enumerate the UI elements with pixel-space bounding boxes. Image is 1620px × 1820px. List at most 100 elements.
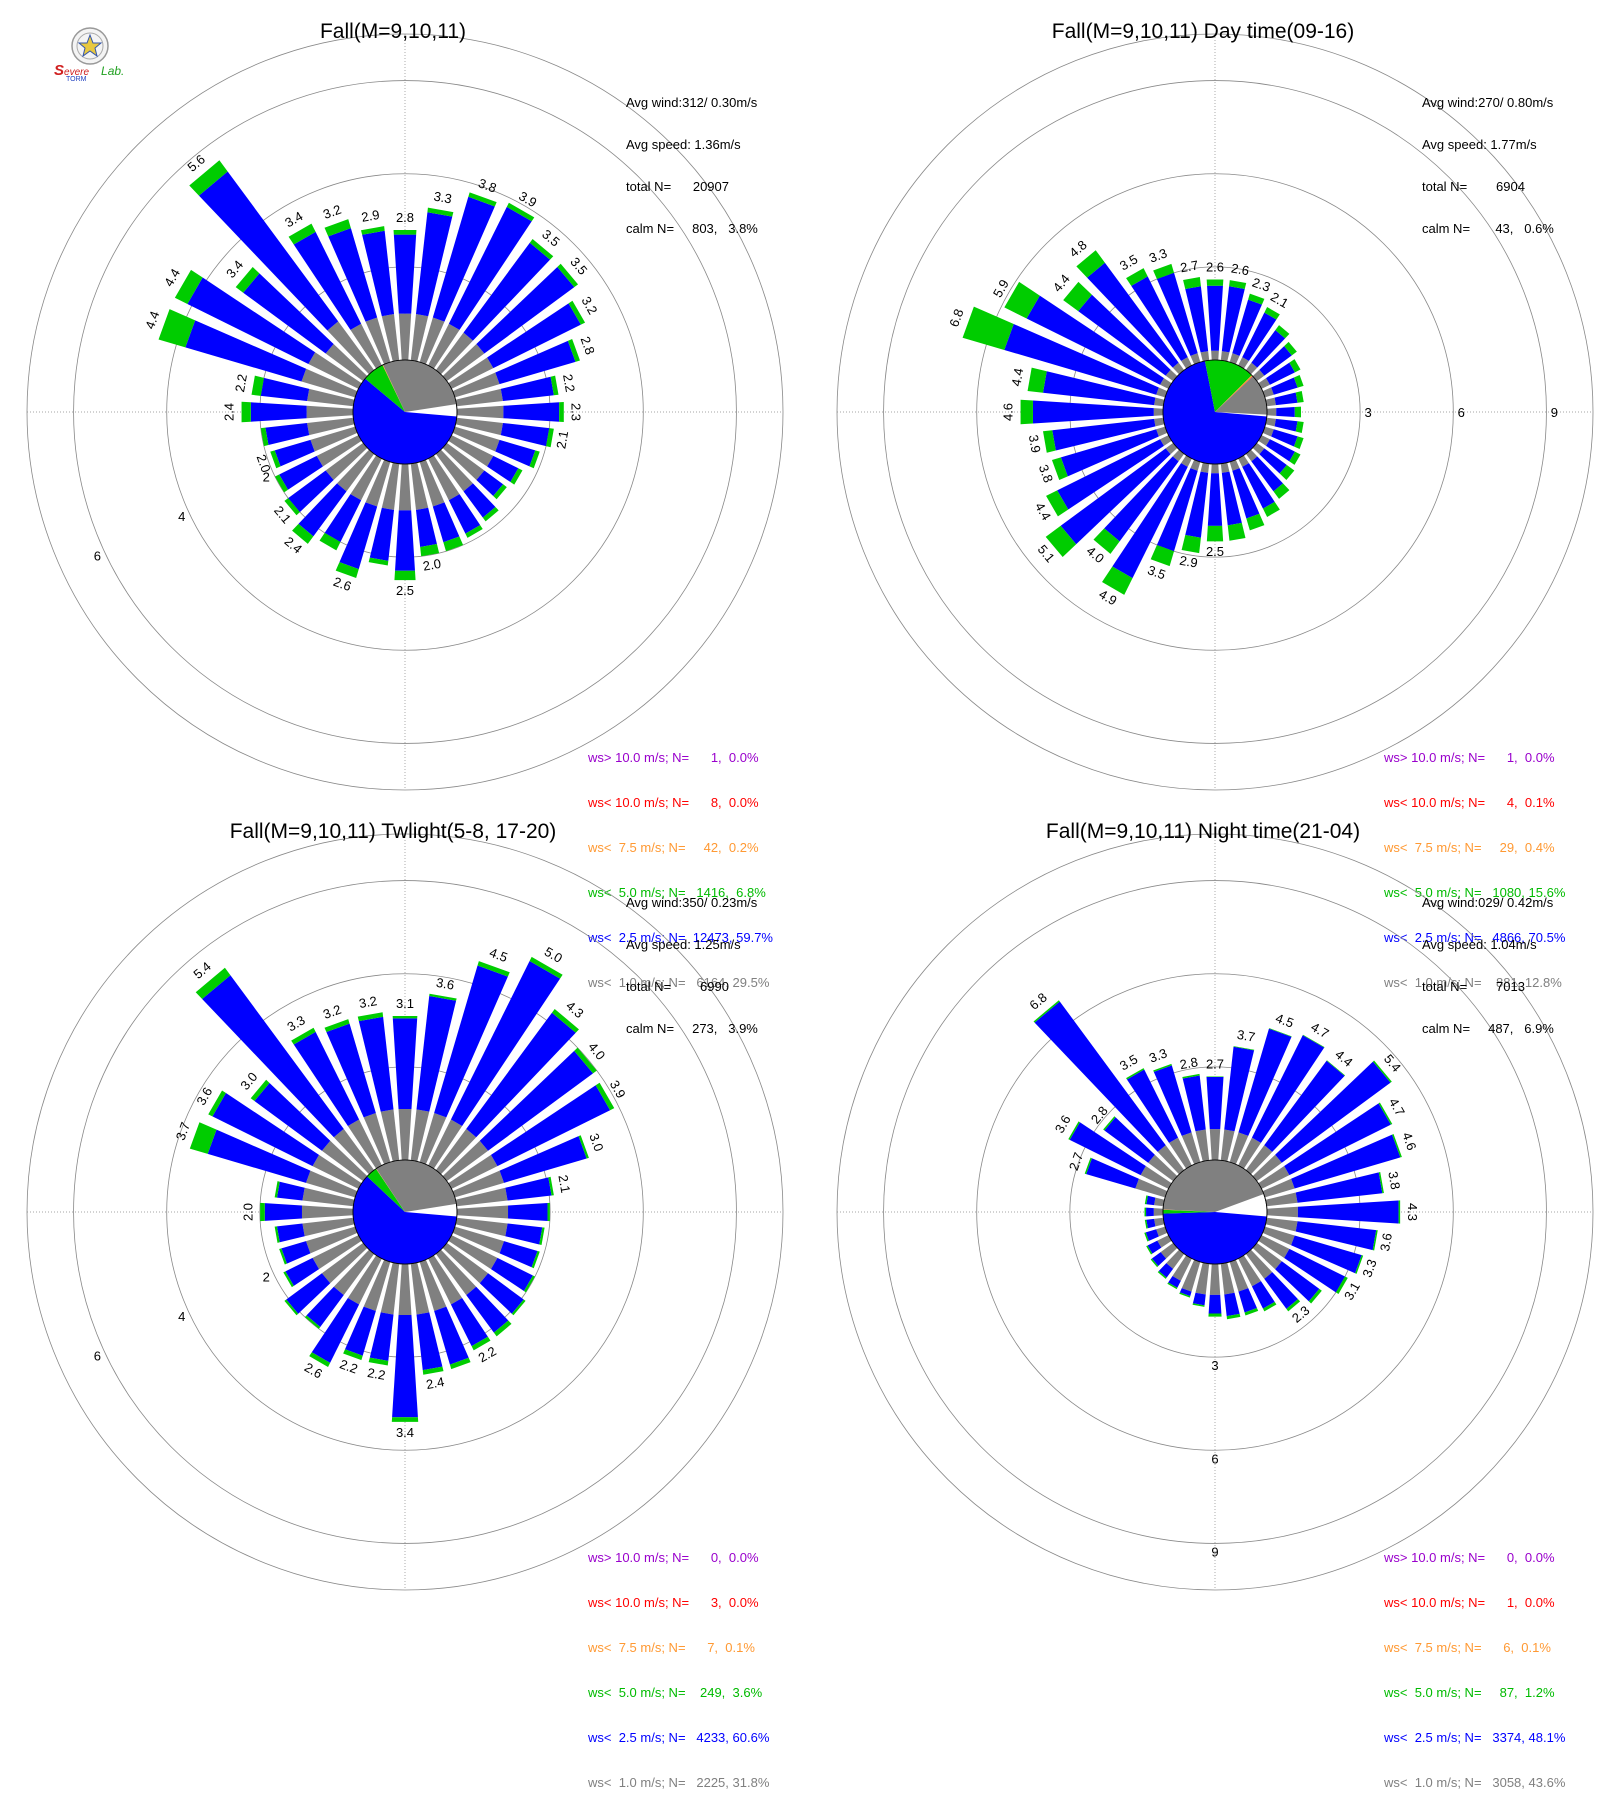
bar-lt2_5-segment xyxy=(1207,473,1223,526)
bar-total-label: 3.7 xyxy=(173,1120,193,1142)
bar-calm-segment xyxy=(435,1128,477,1175)
wind-rose-chart-twilight: 2 4 6 3.1 3.6 4.5 5.0 4.3 4.0 3.9 3.0 2.1 2.2 2.4 3.4 2… xyxy=(26,833,784,1591)
bar-lt5-segment xyxy=(1262,501,1280,517)
stats-avg-wind: Avg wind:029/ 0.42m/s xyxy=(1422,895,1554,910)
bar-calm-segment xyxy=(442,1242,489,1284)
bar-lt5-segment xyxy=(1042,430,1056,453)
bar-lt5-segment xyxy=(531,1251,540,1269)
bar-lt2_5-segment xyxy=(1251,456,1283,492)
bar-total-label: 2.0 xyxy=(254,452,274,474)
bar-total-label: 3.0 xyxy=(237,1069,260,1092)
bar-lt5-segment xyxy=(1355,1255,1364,1274)
center-pie-slice-lt5 xyxy=(1163,1209,1215,1214)
bar-lt2_5-segment xyxy=(1284,1248,1346,1293)
bar-lt5-segment xyxy=(260,1202,265,1222)
bar-total-label: 3.3 xyxy=(433,189,453,207)
bar-lt5-segment xyxy=(1157,1271,1167,1279)
bar-calm-segment xyxy=(365,459,391,507)
bar-lt2_5-segment xyxy=(1131,276,1188,361)
bar-lt5-segment xyxy=(1229,280,1247,290)
bar-total-label: 4.7 xyxy=(1386,1095,1408,1118)
bar-lt2_5-segment xyxy=(1168,1276,1181,1288)
bar-lt5-segment xyxy=(1294,406,1301,418)
bar-lt5-segment xyxy=(1150,1258,1159,1268)
bar-calm-segment xyxy=(1165,442,1178,455)
bar-lt5-segment xyxy=(568,300,586,325)
bar-lt5-segment xyxy=(574,1047,597,1074)
bar-calm-segment xyxy=(325,344,368,382)
bar-lt5-segment xyxy=(1181,534,1201,554)
bar-lt5-segment xyxy=(1264,307,1280,320)
bar-calm-segment xyxy=(321,1140,368,1182)
bar-calm-segment xyxy=(442,442,485,480)
bar-calm-segment xyxy=(419,317,445,365)
wind-rose-panel-night: 3 6 9 2.7 3.7 4.5 4.7 4.4 5.4 4.7 4.6 3.8 4.3 3.6 3.3 3… xyxy=(810,800,1620,1790)
legend-lt7_5: ws< 7.5 m/s; N= 6, 0.1% xyxy=(1384,1640,1551,1655)
bar-calm-segment xyxy=(1220,462,1230,473)
bar-lt5-segment xyxy=(1126,268,1148,286)
wind-rose-panel-all: 2 4 6 2.8 3.3 3.8 3.9 3.5 3.5 3.2 2.8 2.2 2.3 2.1 2.0 2… xyxy=(0,0,810,990)
bar-lt2_5-segment xyxy=(1182,1075,1206,1132)
bar-total-label: 4.7 xyxy=(1308,1019,1331,1041)
bar-lt5-segment xyxy=(1192,1303,1205,1307)
bar-calm-segment xyxy=(1181,1259,1201,1292)
bar-calm-segment xyxy=(350,323,382,369)
bar-total-label: 2.5 xyxy=(1206,544,1224,559)
bar-calm-segment xyxy=(1181,357,1192,369)
bar-total-label: 5.9 xyxy=(990,277,1012,300)
bar-lt5-segment xyxy=(208,1090,226,1117)
bar-lt2_5-segment xyxy=(369,507,395,561)
bar-calm-segment xyxy=(302,1217,355,1237)
legend-lt10: ws< 10.0 m/s; N= 4, 0.1% xyxy=(1384,795,1555,810)
bar-calm-segment xyxy=(1200,351,1210,362)
bar-lt2_5-segment xyxy=(1156,272,1198,356)
bar-total-label: 4.4 xyxy=(142,309,162,331)
bar-lt5-segment xyxy=(309,1352,331,1368)
bar-calm-segment xyxy=(1265,417,1276,427)
bar-lt2_5-segment xyxy=(416,1312,443,1371)
bar-lt5-segment xyxy=(288,223,316,245)
bar-lt2_5-segment xyxy=(1078,294,1171,376)
bar-lt2_5-segment xyxy=(1158,1263,1174,1278)
bar-calm-segment xyxy=(1238,1255,1261,1287)
bar-lt2_5-segment xyxy=(463,483,496,518)
bar-lt2_5-segment xyxy=(500,422,550,447)
bar-calm-segment xyxy=(1266,1206,1298,1218)
stats-avg-wind: Avg wind:270/ 0.80m/s xyxy=(1422,95,1554,110)
bar-calm-segment xyxy=(1220,351,1230,362)
bar-lt5-segment xyxy=(529,956,563,979)
bar-calm-segment xyxy=(1266,408,1277,416)
bar-lt2_5-segment xyxy=(490,1257,533,1292)
bar-lt2_5-segment xyxy=(1146,1207,1154,1217)
bar-calm-segment xyxy=(419,1259,447,1312)
bar-lt2_5-segment xyxy=(1185,471,1209,538)
bar-calm-segment xyxy=(1135,1178,1168,1198)
bar-total-label: 4.0 xyxy=(585,1039,608,1062)
bar-calm-segment xyxy=(1238,455,1249,467)
bar-lt2_5-segment xyxy=(1295,1172,1383,1203)
bar-lt5-segment xyxy=(1293,375,1304,388)
bar-calm-segment xyxy=(448,1235,498,1270)
bar-lt5-segment xyxy=(392,1016,418,1019)
bar-total-label: 4.6 xyxy=(1399,1130,1419,1152)
bar-calm-segment xyxy=(448,357,494,389)
bar-total-label: 2.6 xyxy=(331,574,353,594)
bar-lt2_5-segment xyxy=(434,1306,469,1365)
bar-calm-segment xyxy=(1265,1217,1298,1232)
bar-lt2_5-segment xyxy=(1060,448,1171,545)
grid-circle xyxy=(883,80,1547,744)
bar-lt5-segment xyxy=(523,1275,536,1293)
bar-lt2_5-segment xyxy=(448,494,481,534)
bar-lt2_5-segment xyxy=(1251,1281,1275,1309)
bar-lt5-segment xyxy=(1144,1207,1147,1217)
bar-lt2_5-segment xyxy=(328,228,378,322)
bar-lt2_5-segment xyxy=(1264,1272,1298,1309)
wind-rose-panel-day: 3 6 9 2.6 2.6 2.3 2.1 2.5 2.9 3.5 4.9 4.0 5.1 4.4 3.8 3… xyxy=(810,0,1620,990)
bar-lt2_5-segment xyxy=(1026,295,1164,385)
bar-calm-segment xyxy=(381,314,400,362)
center-pie-slice-lt2_5 xyxy=(353,378,457,465)
bar-lt2_5-segment xyxy=(1242,463,1275,509)
grid-circle xyxy=(166,973,644,1451)
bar-lt5-segment xyxy=(420,544,440,557)
bar-calm-segment xyxy=(1190,459,1201,471)
